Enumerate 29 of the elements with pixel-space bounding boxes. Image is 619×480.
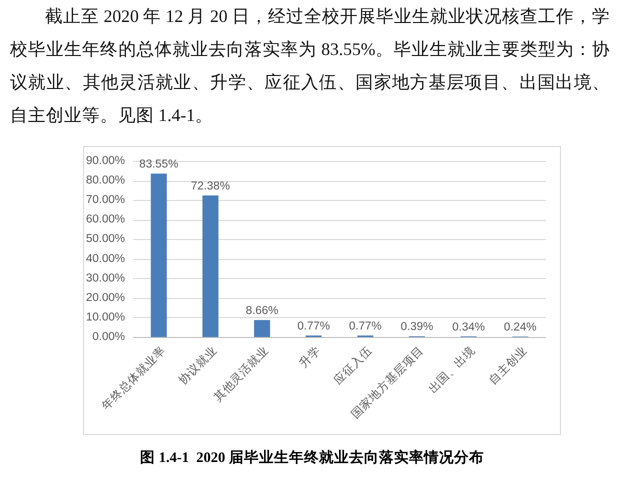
- bar: [150, 174, 167, 337]
- y-tick-label: 70.00%: [86, 194, 125, 206]
- y-tick-label: 50.00%: [86, 233, 125, 246]
- x-tick-label: 升学: [296, 344, 323, 370]
- bar: [202, 195, 218, 337]
- bar: [254, 320, 270, 337]
- data-label: 0.77%: [297, 320, 330, 332]
- text: 图 1.4-1 2020 届毕业生年终就业去向落实率情况分布: [140, 448, 484, 466]
- data-label: 72.38%: [190, 180, 230, 192]
- x-tick-label: 出国、出境: [425, 343, 478, 396]
- data-label: 83.55%: [139, 158, 178, 171]
- data-label: 0.39%: [400, 321, 434, 334]
- x-tick-label: 自主创业: [486, 343, 530, 388]
- y-tick-label: 20.00%: [86, 292, 125, 304]
- y-tick-label: 40.00%: [86, 252, 125, 265]
- y-tick-label: 0.00%: [92, 331, 125, 343]
- data-label: 0.77%: [349, 320, 382, 332]
- y-tick-label: 80.00%: [86, 174, 125, 187]
- x-tick-label: 协议就业: [176, 343, 220, 388]
- x-tick-label: 应征入伍: [330, 343, 375, 388]
- data-label: 0.24%: [504, 322, 536, 334]
- y-tick-label: 60.00%: [86, 214, 125, 226]
- data-label: 0.34%: [452, 321, 485, 334]
- data-label: 8.66%: [246, 305, 278, 318]
- text: 截止至 2020 年 12 月 20 日，经过全校开展毕业生就业状况核查工作，学校毕业生年终的总体就业去向落实率为 83.55%。毕业生就业主要类型为：协议就业、其他灵活就业、升学、应征入伍、国家地方基层项目、出国出境、自主创业等。见图 1.4-1。: [10, 5, 610, 127]
- y-tick-label: 90.00%: [86, 155, 125, 167]
- y-tick-label: 10.00%: [86, 311, 125, 324]
- y-tick-label: 30.00%: [86, 272, 125, 284]
- x-tick-label: 年终总体就业率: [98, 343, 168, 413]
